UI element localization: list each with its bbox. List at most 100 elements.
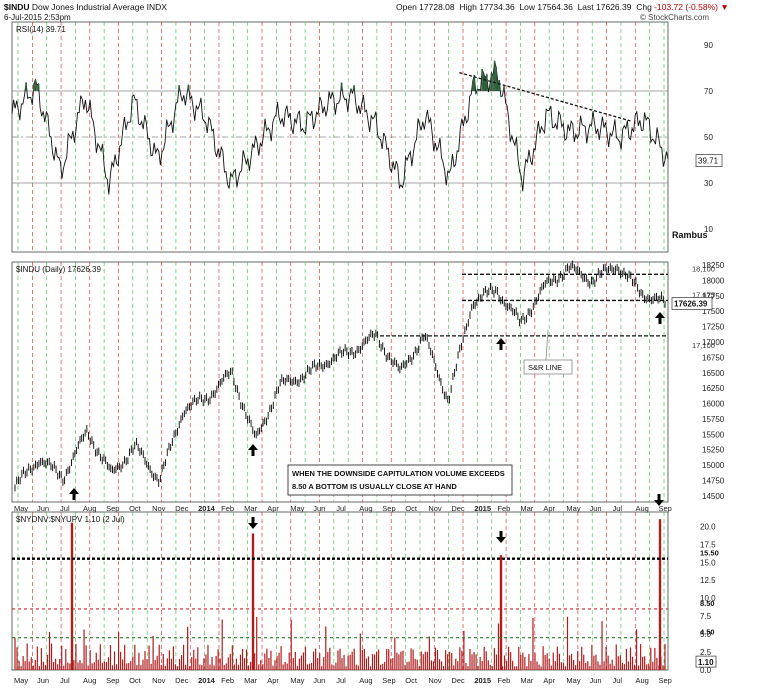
high-label: High bbox=[459, 2, 477, 12]
vol-x-tick-label: Apr bbox=[267, 676, 279, 685]
sr-line-label: S&R LINE bbox=[528, 363, 562, 372]
timestamp-label: 6-Jul-2015 2:53pm bbox=[4, 13, 71, 22]
price-x-tick-label: Apr bbox=[543, 504, 555, 513]
vol-x-tick-label: Oct bbox=[129, 676, 142, 685]
vol-tick-label: 20.0 bbox=[700, 522, 716, 531]
vol-level-label: 15.50 bbox=[700, 549, 719, 558]
vol-x-tick-label: Apr bbox=[543, 676, 555, 685]
vol-x-tick-label: Feb bbox=[221, 676, 234, 685]
price-last-value-label: 17626.39 bbox=[674, 299, 708, 308]
vol-x-tick-label: Aug bbox=[83, 676, 96, 685]
price-level-label: 17,100 bbox=[692, 341, 715, 350]
vol-x-tick-label: Dec bbox=[451, 676, 465, 685]
vol-x-tick-label: Mar bbox=[244, 676, 257, 685]
price-level-label: 17,675 bbox=[692, 290, 715, 299]
down-arrow-icon bbox=[496, 531, 506, 543]
price-tick-label: 17500 bbox=[702, 307, 725, 316]
vol-last-value-box bbox=[695, 655, 717, 668]
price-x-tick-label: Apr bbox=[267, 504, 279, 513]
vol-x-tick-label: Dec bbox=[175, 676, 189, 685]
price-x-tick-label: Aug bbox=[635, 504, 648, 513]
open-value: 17728.08 bbox=[419, 2, 455, 12]
last-value: 17626.39 bbox=[596, 2, 632, 12]
vol-x-tick-label: Jul bbox=[336, 676, 346, 685]
price-tick-label: 16000 bbox=[702, 400, 725, 409]
low-label: Low bbox=[519, 2, 535, 12]
price-x-tick-label: 2015 bbox=[474, 504, 491, 513]
symbol-label: $INDU bbox=[4, 2, 30, 12]
index-name-label: Dow Jones Industrial Average bbox=[31, 2, 145, 12]
vol-last-value-label: 1.10 bbox=[698, 658, 714, 667]
vol-tick-label: 12.5 bbox=[700, 576, 716, 585]
price-x-tick-label: Aug bbox=[83, 504, 96, 513]
price-tick-label: 14500 bbox=[702, 492, 725, 501]
rsi-tick-label: 30 bbox=[704, 179, 713, 188]
vol-tick-label: 17.5 bbox=[700, 540, 716, 549]
open-label: Open bbox=[396, 2, 417, 12]
price-x-tick-label: Oct bbox=[129, 504, 142, 513]
price-x-tick-label: Dec bbox=[175, 504, 189, 513]
price-x-tick-label: Jul bbox=[60, 504, 70, 513]
low-value: 17564.36 bbox=[537, 2, 573, 12]
price-x-tick-label: Jul bbox=[612, 504, 622, 513]
vol-x-tick-label: Jul bbox=[612, 676, 622, 685]
rsi-tick-label: 10 bbox=[704, 225, 713, 234]
vol-tick-label: 15.0 bbox=[700, 558, 716, 567]
vol-tick-label: 2.5 bbox=[700, 648, 712, 657]
rambus-label: Rambus bbox=[672, 230, 708, 240]
vol-x-tick-label: Sep bbox=[382, 676, 395, 685]
price-tick-label: 18250 bbox=[702, 261, 725, 270]
vol-x-tick-label: Feb bbox=[497, 676, 510, 685]
sr-callout-pointer bbox=[545, 329, 549, 361]
price-x-tick-label: May bbox=[14, 504, 28, 513]
price-x-tick-label: Sep bbox=[658, 504, 671, 513]
chart-header-right: Open 17728.08 High 17734.36 Low 17564.36… bbox=[396, 2, 729, 12]
vol-x-tick-label: 2014 bbox=[198, 676, 216, 685]
price-tick-label: 16250 bbox=[702, 384, 725, 393]
panel-frame-price bbox=[11, 261, 669, 503]
up-arrow-icon bbox=[655, 312, 665, 324]
price-x-tick-label: Aug bbox=[359, 504, 372, 513]
price-x-tick-label: 2014 bbox=[198, 504, 216, 513]
rsi-tick-label: 50 bbox=[704, 133, 713, 142]
price-x-tick-label: Jun bbox=[37, 504, 49, 513]
price-x-tick-label: May bbox=[290, 504, 304, 513]
price-x-tick-label: Jun bbox=[589, 504, 601, 513]
note-line-2: 8.50 A BOTTOM IS USUALLY CLOSE AT HAND bbox=[292, 482, 457, 491]
price-x-tick-label: Nov bbox=[428, 504, 442, 513]
vol-x-tick-label: May bbox=[566, 676, 580, 685]
vol-tick-label: 7.5 bbox=[700, 612, 712, 621]
price-x-tick-label: Feb bbox=[497, 504, 510, 513]
sr-callout-box bbox=[523, 359, 573, 375]
price-tick-label: 14750 bbox=[702, 476, 725, 485]
exchange-label: INDX bbox=[146, 2, 167, 12]
price-tick-label: 17750 bbox=[702, 292, 725, 301]
price-level-label: 18,100 bbox=[692, 264, 715, 273]
price-tick-label: 15000 bbox=[702, 461, 725, 470]
vol-x-tick-label: Nov bbox=[428, 676, 442, 685]
vol-x-tick-label: May bbox=[14, 676, 28, 685]
price-x-tick-label: Sep bbox=[106, 504, 119, 513]
rsi-title: RSI(14) 39.71 bbox=[16, 25, 66, 34]
rsi-last-value-box bbox=[695, 154, 723, 168]
down-arrow-icon bbox=[248, 517, 258, 529]
vol-tick-label: 5.0 bbox=[700, 630, 712, 639]
vol-tick-label: 10.0 bbox=[700, 594, 716, 603]
rsi-line bbox=[11, 60, 669, 195]
price-x-tick-label: Sep bbox=[382, 504, 395, 513]
vol-level-label: 8.50 bbox=[700, 599, 715, 608]
price-tick-label: 17250 bbox=[702, 323, 725, 332]
rsi-last-value-label: 39.71 bbox=[698, 157, 719, 166]
vol-title: $NYDNV:$NYUPV 1.10 (2 Jul) bbox=[16, 515, 125, 524]
up-arrow-icon bbox=[69, 488, 79, 500]
vol-x-tick-label: Nov bbox=[152, 676, 166, 685]
vol-x-tick-label: Jul bbox=[60, 676, 70, 685]
price-x-tick-label: Jun bbox=[313, 504, 325, 513]
down-arrow-icon bbox=[654, 494, 664, 506]
last-label: Last bbox=[577, 2, 594, 12]
high-value: 17734.36 bbox=[479, 2, 515, 12]
rsi-tick-label: 90 bbox=[704, 41, 713, 50]
down-arrow-icon: ▼ bbox=[720, 2, 729, 12]
